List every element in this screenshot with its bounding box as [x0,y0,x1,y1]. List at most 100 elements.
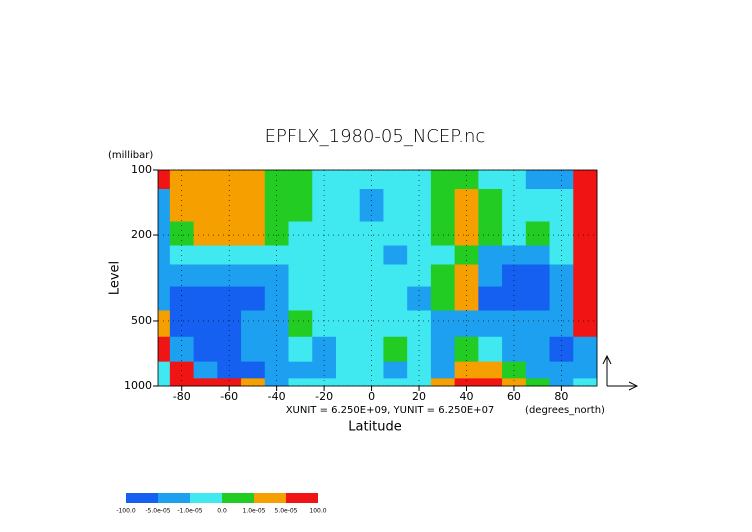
contour-cell [407,310,432,338]
contour-cell [407,170,432,190]
contour-cell [383,245,408,266]
contour-cell [288,221,313,246]
contour-cell [573,336,598,363]
contour-cell [430,189,456,223]
colorbar-box [158,493,190,503]
contour-cell [288,264,313,288]
contour-cell [525,310,551,338]
contour-cell [193,221,218,246]
contour-cell [193,170,218,190]
contour-cell [430,170,456,190]
x-tick-label: 40 [459,390,473,403]
contour-cell [478,221,503,246]
contour-cell [193,286,218,312]
contour-cell [217,378,242,387]
contour-cell [525,336,551,363]
contour-cell [241,221,266,246]
contour-cell [383,378,408,387]
contour-cell [573,310,598,338]
contour-cell [158,264,171,288]
contour-cell [383,310,408,338]
y-tick-label: 500 [131,314,152,327]
x-tick-label: 20 [412,390,426,403]
colorbar-label: 100.0 [309,508,326,515]
contour-cell [288,310,313,338]
contour-cell [359,378,384,387]
contour-cell [430,286,456,312]
contour-cell [264,310,290,338]
y-axis-label: Level [108,261,123,295]
contour-cell [502,310,527,338]
x-tick-label: -40 [268,390,286,403]
reference-arrow [602,354,639,391]
contour-cell [383,170,408,190]
contour-cell [169,310,195,338]
contour-cell [312,310,337,338]
contour-cell [525,221,551,246]
contour-cell [335,245,361,266]
contour-cell [335,378,361,387]
contour-cell [241,378,266,387]
contour-cell [335,189,361,223]
colorbar-box [126,493,158,503]
y-tick-label: 1000 [124,379,152,392]
contour-cell [383,221,408,246]
contour-cell [288,286,313,312]
contour-cell [478,310,503,338]
contour-cell [158,221,171,246]
colorbar-label: -1.0e-05 [177,508,202,515]
contour-cell [335,310,361,338]
contour-cell [217,170,242,190]
x-unit: (degrees_north) [525,405,605,416]
contour-cell [383,361,408,379]
reference-arrow-up [602,354,612,386]
contour-cell [288,336,313,363]
contour-cell [264,378,290,387]
chart-title: EPFLX_1980-05_NCEP.nc [265,126,486,147]
contour-cell [193,361,218,379]
contour-cell [454,310,479,338]
contour-cell [335,336,361,363]
contour-cell [478,264,503,288]
y-tick-label: 200 [131,228,152,241]
contour-cell [525,264,551,288]
contour-cell [430,245,456,266]
contour-cell [525,361,551,379]
contour-cell [193,378,218,387]
contour-cell [549,170,574,190]
contour-cell [288,361,313,379]
x-tick-label: -20 [315,390,333,403]
contour-cell [312,170,337,190]
x-tick-label: -60 [220,390,238,403]
contour-cell [454,378,479,387]
contour-cell [478,170,503,190]
contour-field [158,170,598,387]
contour-cell [430,361,456,379]
contour-cell [478,245,503,266]
colorbar-box [286,493,318,503]
contour-cell [193,189,218,223]
contour-cell [478,286,503,312]
contour-cell [525,286,551,312]
contour-cell [241,189,266,223]
contour-cell [525,170,551,190]
contour-cell [312,378,337,387]
contour-cell [241,245,266,266]
x-tick-label: -80 [173,390,191,403]
contour-cell [478,378,503,387]
contour-cell [288,245,313,266]
contour-cell [241,336,266,363]
contour-cell [335,361,361,379]
contour-cell [241,286,266,312]
contour-cell [288,189,313,223]
contour-cell [359,310,384,338]
contour-cell [549,310,574,338]
contour-cell [335,286,361,312]
contour-cell [158,310,171,338]
contour-cell [525,189,551,223]
contour-cell [158,170,171,190]
contour-cell [430,310,456,338]
contour-cell [359,170,384,190]
contour-cell [158,361,171,379]
